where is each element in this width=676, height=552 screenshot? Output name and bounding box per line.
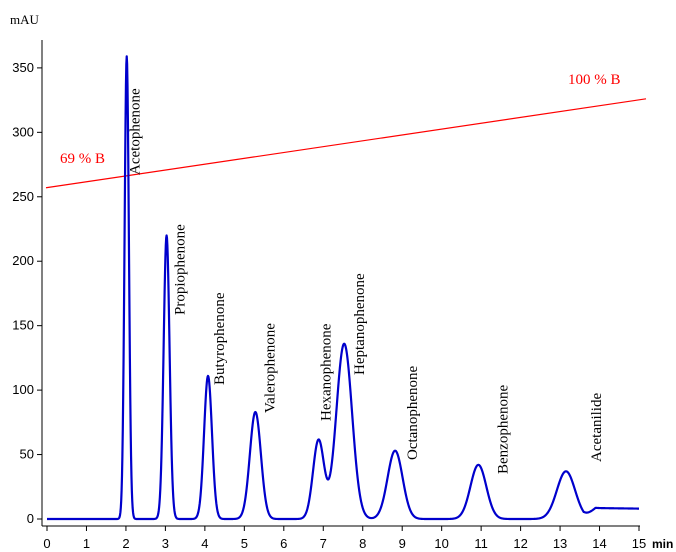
gradient-line xyxy=(45,98,647,189)
trace-layer xyxy=(46,55,640,521)
peak-label: Hexanophenone xyxy=(319,323,335,421)
y-tick-label: 0 xyxy=(27,511,34,526)
x-tick-label: 7 xyxy=(320,536,327,551)
x-tick-label: 2 xyxy=(122,536,129,551)
peak-label: Propiophenone xyxy=(173,224,189,315)
x-tick-label: 1 xyxy=(83,536,90,551)
y-tick-label: 100 xyxy=(12,382,34,397)
x-tick-label: 9 xyxy=(399,536,406,551)
peak-label: Heptanophenone xyxy=(352,273,368,375)
y-tick-label: 350 xyxy=(12,60,34,75)
gradient-end-label: 100 % B xyxy=(568,72,621,88)
peak-label: Valerophenone xyxy=(262,323,278,413)
x-tick-label: 15 xyxy=(632,536,646,551)
peak-label: Acetanilide xyxy=(589,393,605,462)
x-tick-label: 4 xyxy=(201,536,208,551)
y-tick-label: 300 xyxy=(12,124,34,139)
y-tick-label: 250 xyxy=(12,189,34,204)
y-tick-label: 200 xyxy=(12,253,34,268)
x-tick-label: 6 xyxy=(280,536,287,551)
y-tick-label: 150 xyxy=(12,318,34,333)
peak-label: Butyrophenone xyxy=(212,292,228,385)
peak-label: Octanophenone xyxy=(405,366,421,460)
peak-labels: Acetophenone Propiophenone Butyrophenone Va… xyxy=(128,88,605,474)
gradient-start-label: 69 % B xyxy=(60,151,105,167)
x-tick-label: 10 xyxy=(434,536,448,551)
x-tick-label: 13 xyxy=(553,536,567,551)
x-tick-label: 14 xyxy=(592,536,606,551)
x-tick-label: 5 xyxy=(241,536,248,551)
x-axis-label: min xyxy=(652,537,673,551)
x-tick-label: 3 xyxy=(162,536,169,551)
x-tick-label: 11 xyxy=(474,536,488,551)
y-tick-label: 50 xyxy=(20,447,34,462)
gradient-layer: 69 % B 100 % B xyxy=(45,72,647,189)
x-tick-label: 8 xyxy=(359,536,366,551)
peak-label: Acetophenone xyxy=(128,88,144,175)
peak-label: Benzophenone xyxy=(495,385,511,474)
x-tick-label: 0 xyxy=(43,536,50,551)
x-tick-label: 12 xyxy=(513,536,527,551)
y-axis-label: mAU xyxy=(10,12,40,27)
chromatogram-trace xyxy=(46,55,640,521)
